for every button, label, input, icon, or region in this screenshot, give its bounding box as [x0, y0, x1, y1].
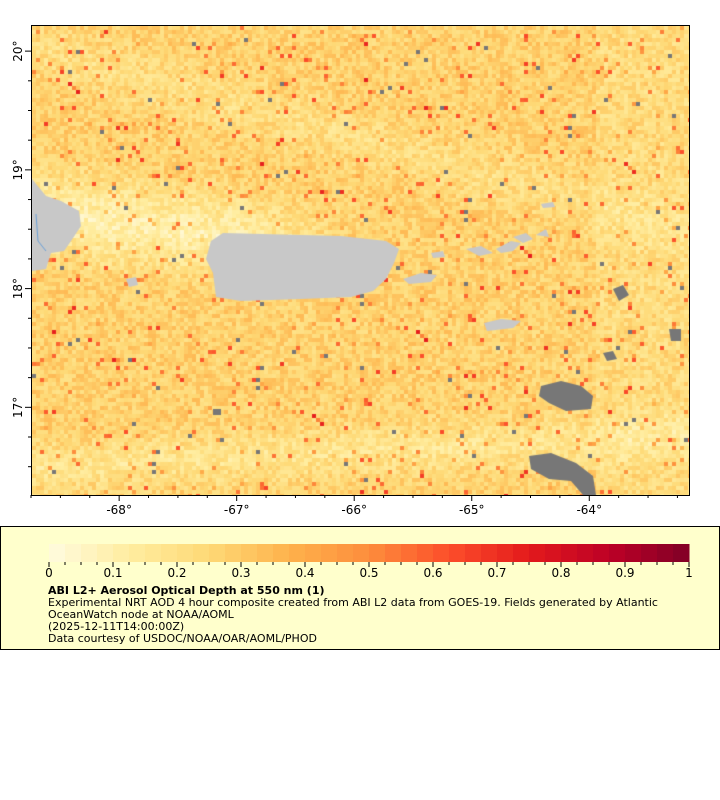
lon-tick-label: -66° — [341, 503, 367, 517]
colorbar-segment — [449, 544, 466, 562]
colorbar-segment — [481, 544, 498, 562]
colorbar-segment — [273, 544, 290, 562]
colorbar-segment — [177, 544, 194, 562]
colorbar: 0 0.1 0.2 0.3 0.4 0.5 0.6 0.7 0.8 0.9 1 — [45, 544, 693, 580]
colorbar-segment — [673, 544, 690, 562]
colorbar-segment — [193, 544, 210, 562]
colorbar-segment — [513, 544, 530, 562]
colorbar-segment — [113, 544, 130, 562]
legend-description-cont: OceanWatch node at NOAA/AOML — [48, 608, 234, 621]
colorbar-segment — [657, 544, 674, 562]
colorbar-label: 0.6 — [423, 566, 442, 580]
colorbar-segment — [225, 544, 242, 562]
colorbar-segment — [417, 544, 434, 562]
lon-tick-label: -68° — [106, 503, 132, 517]
colorbar-segment — [433, 544, 450, 562]
colorbar-segment — [321, 544, 338, 562]
colorbar-segment — [561, 544, 578, 562]
legend-panel: 0 0.1 0.2 0.3 0.4 0.5 0.6 0.7 0.8 0.9 1 ABI L2+ Ae… — [0, 526, 720, 650]
colorbar-label: 0.9 — [615, 566, 634, 580]
lat-tick-label: 17° — [11, 397, 25, 418]
colorbar-segment — [577, 544, 594, 562]
aod-map[interactable] — [31, 25, 690, 496]
lat-tick-label: 18° — [11, 278, 25, 299]
colorbar-segment — [641, 544, 658, 562]
colorbar-label: 0.3 — [231, 566, 250, 580]
colorbar-label: 0.2 — [167, 566, 186, 580]
colorbar-segment — [529, 544, 546, 562]
colorbar-label: 0.4 — [295, 566, 314, 580]
colorbar-segment — [353, 544, 370, 562]
colorbar-segment — [129, 544, 146, 562]
lat-tick-label: 20° — [11, 40, 25, 61]
colorbar-segment — [385, 544, 402, 562]
colorbar-segment — [465, 544, 482, 562]
colorbar-segment — [97, 544, 114, 562]
legend-time: (2025-12-11T14:00:00Z) — [48, 620, 185, 633]
colorbar-segment — [289, 544, 306, 562]
colorbar-segment — [609, 544, 626, 562]
colorbar-label: 1 — [685, 566, 693, 580]
colorbar-segment — [161, 544, 178, 562]
colorbar-segment — [545, 544, 562, 562]
lon-tick-label: -65° — [459, 503, 485, 517]
legend-description: Experimental NRT AOD 4 hour composite cr… — [48, 596, 658, 609]
colorbar-label: 0.8 — [551, 566, 570, 580]
colorbar-segment — [65, 544, 82, 562]
colorbar-segment — [625, 544, 642, 562]
colorbar-segment — [49, 544, 66, 562]
lon-tick-label: -67° — [224, 503, 250, 517]
colorbar-label: 0 — [45, 566, 53, 580]
colorbar-segment — [337, 544, 354, 562]
colorbar-segment — [593, 544, 610, 562]
colorbar-segment — [209, 544, 226, 562]
legend-title: ABI L2+ Aerosol Optical Depth at 550 nm … — [48, 584, 325, 597]
colorbar-label: 0.5 — [359, 566, 378, 580]
map-axes: -68° -67° -66° -65° -64° 20° 19° 18° 17° — [11, 40, 678, 517]
colorbar-label: 0.7 — [487, 566, 506, 580]
colorbar-segment — [305, 544, 322, 562]
colorbar-segment — [497, 544, 514, 562]
legend-credit: Data courtesy of USDOC/NOAA/OAR/AOML/PHO… — [48, 632, 317, 645]
colorbar-segment — [241, 544, 258, 562]
colorbar-segment — [401, 544, 418, 562]
lon-tick-label: -64° — [576, 503, 602, 517]
colorbar-segment — [257, 544, 274, 562]
colorbar-segment — [81, 544, 98, 562]
colorbar-label: 0.1 — [103, 566, 122, 580]
colorbar-segment — [369, 544, 386, 562]
lat-tick-label: 19° — [11, 159, 25, 180]
colorbar-segment — [145, 544, 162, 562]
